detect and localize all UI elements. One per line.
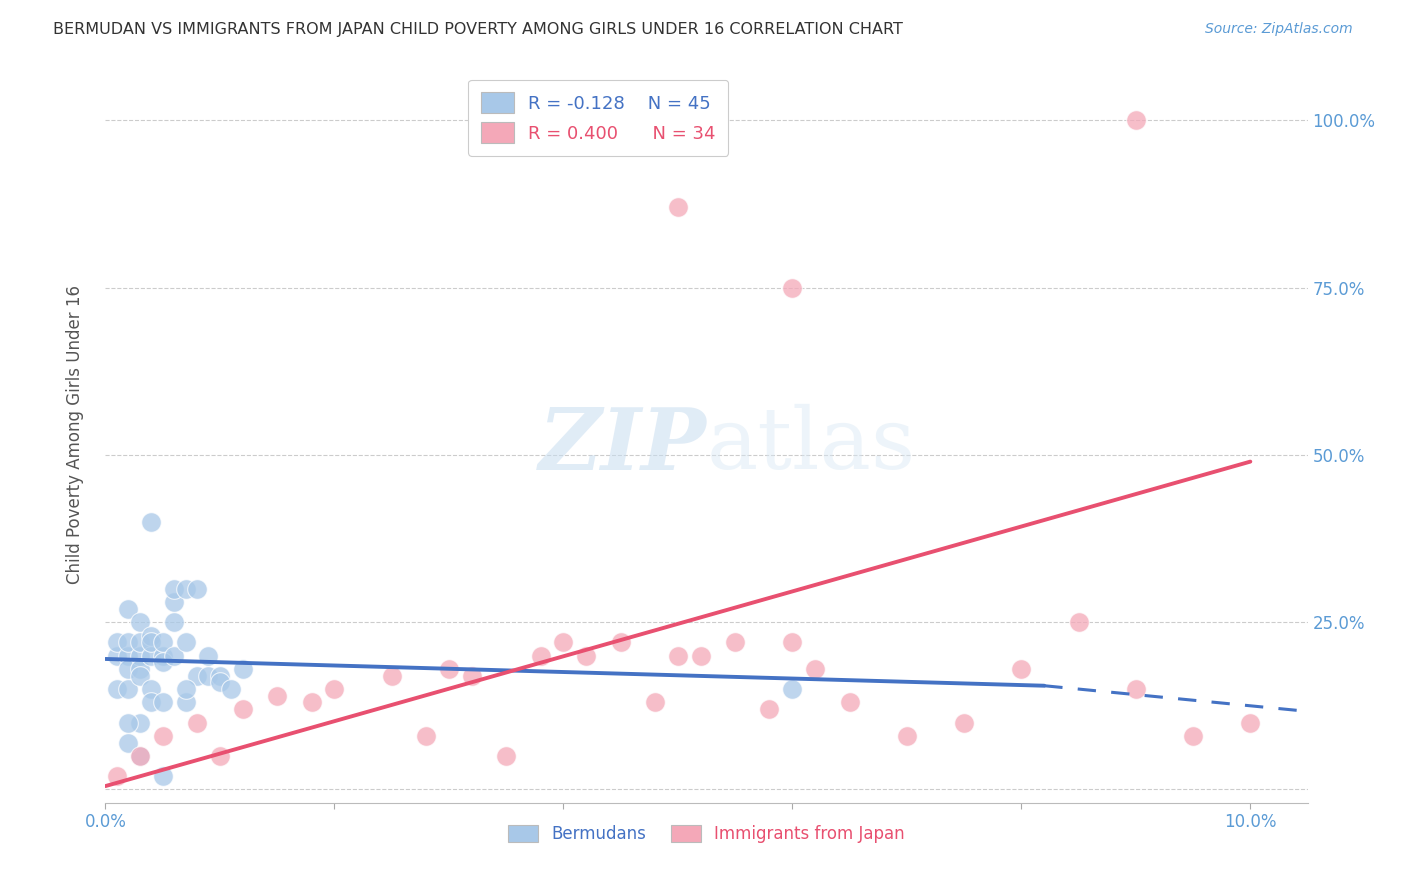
Point [128,669,150,683]
Point [141,681,163,696]
Point [152,648,174,663]
Point [128,662,150,676]
Point [644,696,666,710]
Point [105,648,128,663]
Point [323,681,346,696]
Point [128,615,150,630]
Point [128,715,150,730]
Point [553,635,575,649]
Point [232,702,254,716]
Point [141,648,163,663]
Point [461,669,484,683]
Point [266,689,288,703]
Point [141,635,163,649]
Point [1182,729,1205,743]
Point [174,635,197,649]
Point [208,669,231,683]
Point [666,201,689,215]
Point [838,696,860,710]
Point [141,515,163,529]
Point [117,648,139,663]
Point [381,669,404,683]
Point [1010,662,1032,676]
Point [141,628,163,642]
Text: BERMUDAN VS IMMIGRANTS FROM JAPAN CHILD POVERTY AMONG GIRLS UNDER 16 CORRELATION: BERMUDAN VS IMMIGRANTS FROM JAPAN CHILD … [53,22,903,37]
Point [689,648,711,663]
Point [197,648,219,663]
Point [186,715,208,730]
Point [186,669,208,683]
Point [232,662,254,676]
Point [724,635,747,649]
Point [529,648,551,663]
Point [117,735,139,749]
Point [1125,113,1147,128]
Text: ZIP: ZIP [538,404,707,488]
Point [163,615,186,630]
Point [758,702,780,716]
Point [174,582,197,596]
Point [174,681,197,696]
Point [953,715,976,730]
Point [804,662,827,676]
Point [152,696,174,710]
Point [437,662,460,676]
Text: atlas: atlas [707,404,915,487]
Point [117,662,139,676]
Y-axis label: Child Poverty Among Girls Under 16: Child Poverty Among Girls Under 16 [66,285,84,584]
Point [105,769,128,783]
Point [782,635,804,649]
Point [163,648,186,663]
Point [163,582,186,596]
Point [152,729,174,743]
Point [141,696,163,710]
Point [117,601,139,615]
Point [117,635,139,649]
Point [1239,715,1261,730]
Point [495,749,517,764]
Point [782,280,804,294]
Point [896,729,918,743]
Point [152,769,174,783]
Point [128,749,150,764]
Point [666,648,689,663]
Legend: Bermudans, Immigrants from Japan: Bermudans, Immigrants from Japan [502,818,911,850]
Point [782,681,804,696]
Point [117,681,139,696]
Point [128,635,150,649]
Point [117,715,139,730]
Point [186,582,208,596]
Point [208,749,231,764]
Point [174,696,197,710]
Point [128,648,150,663]
Point [105,635,128,649]
Point [197,669,219,683]
Point [152,655,174,669]
Text: Source: ZipAtlas.com: Source: ZipAtlas.com [1205,22,1353,37]
Point [221,681,243,696]
Point [1125,681,1147,696]
Point [163,595,186,609]
Point [208,675,231,690]
Point [609,635,631,649]
Point [152,635,174,649]
Point [575,648,598,663]
Point [105,681,128,696]
Point [415,729,437,743]
Point [301,696,323,710]
Point [1067,615,1090,630]
Point [128,749,150,764]
